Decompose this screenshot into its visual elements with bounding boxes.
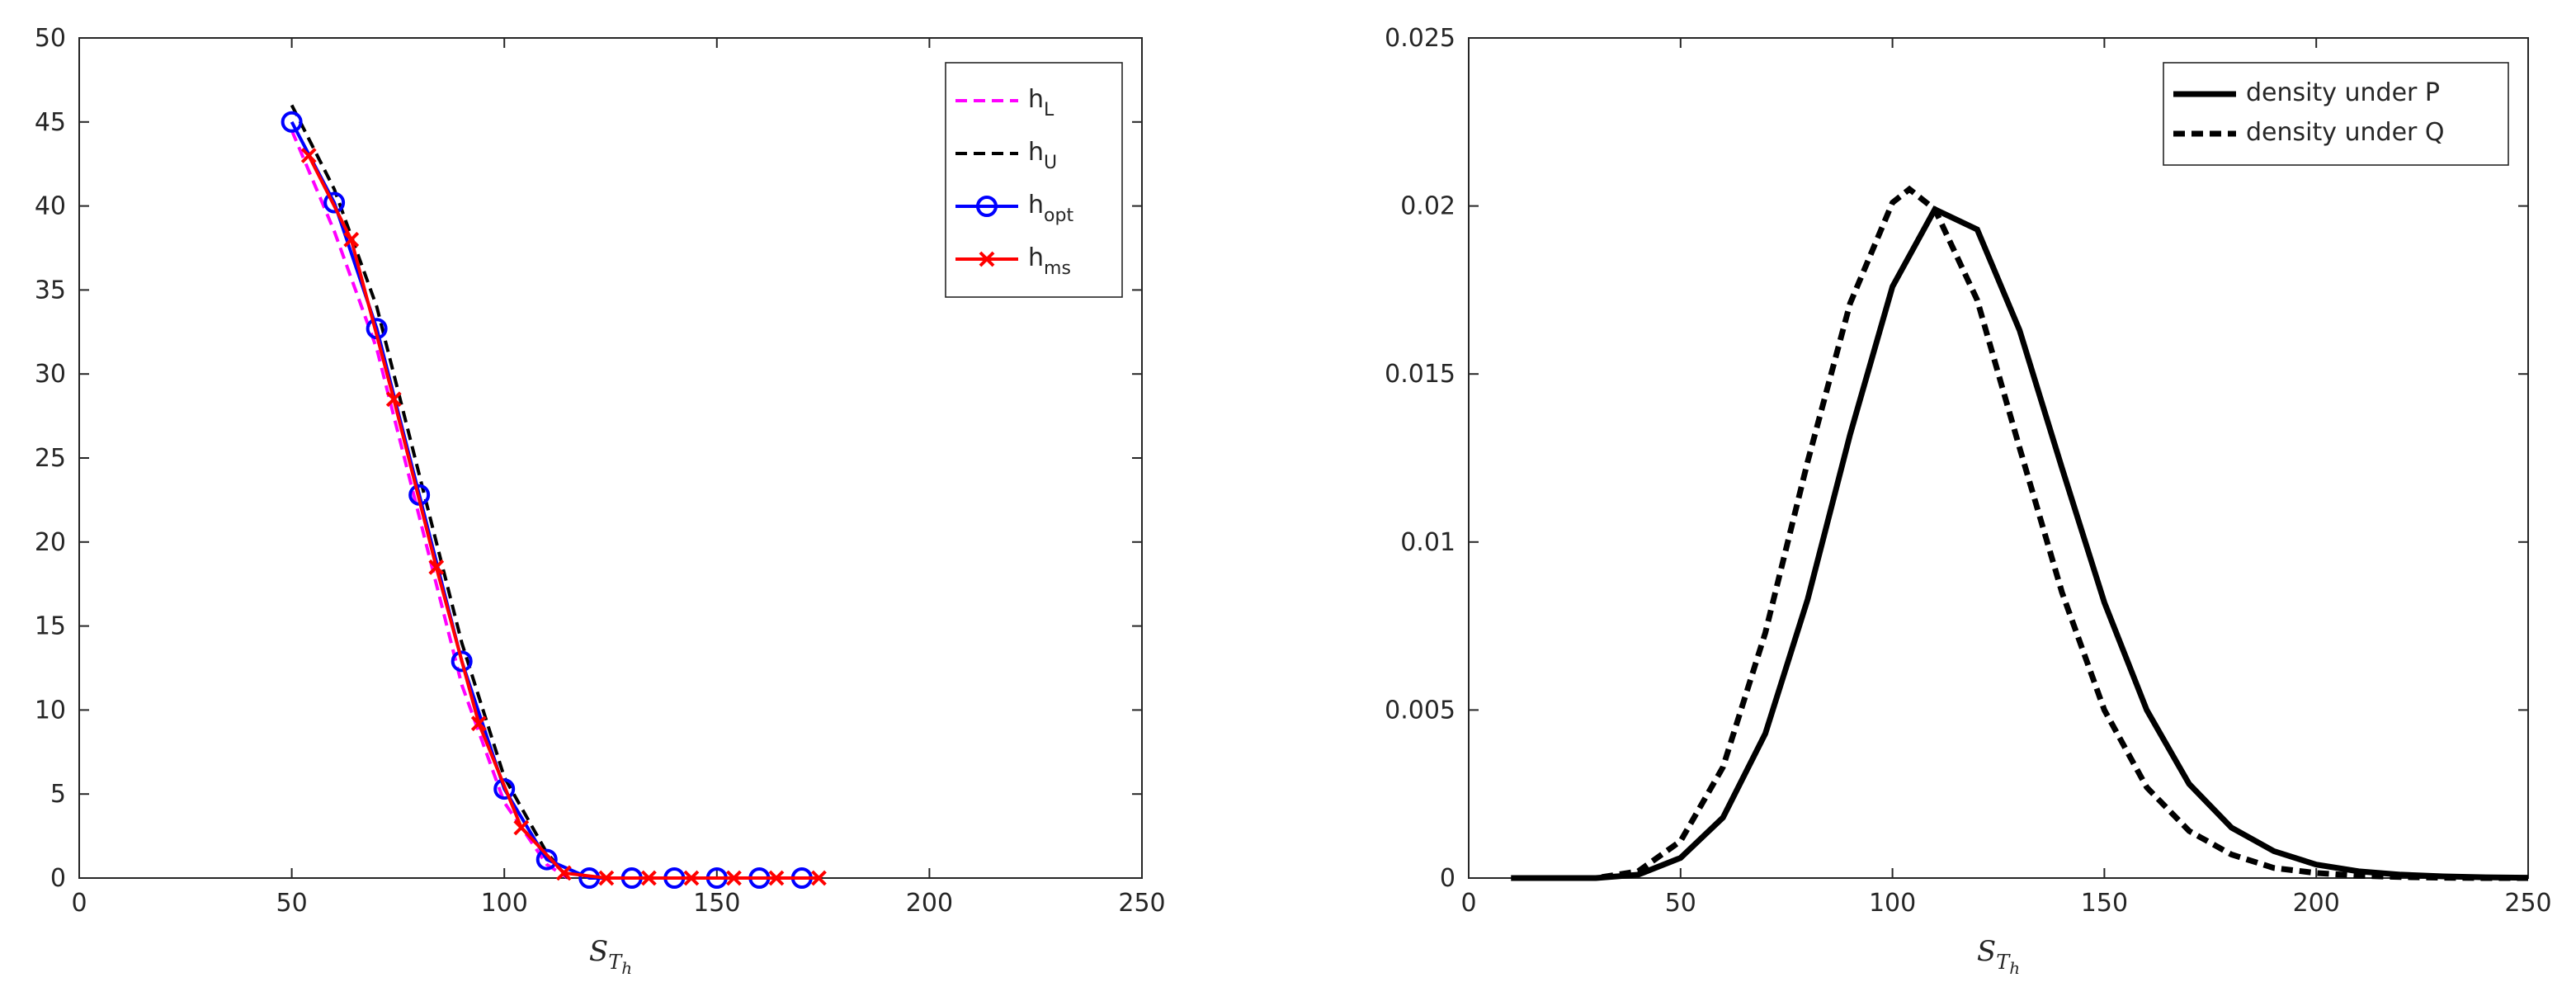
marker xyxy=(323,191,346,214)
y-tick-label: 40 xyxy=(35,192,66,221)
x-axis-label-sub: T xyxy=(608,951,623,974)
y-tick-label: 45 xyxy=(35,108,66,137)
marker xyxy=(513,819,530,836)
marker xyxy=(725,870,742,886)
legend-box xyxy=(2163,62,2509,166)
marker xyxy=(300,148,317,163)
y-tick-label: 0.025 xyxy=(1385,24,1455,53)
marker xyxy=(451,650,473,673)
legend-label: density under Q xyxy=(2246,118,2445,147)
x-tick-label: 100 xyxy=(1869,889,1916,918)
x-tick-label: 50 xyxy=(276,889,308,918)
x-tick-label: 50 xyxy=(1665,889,1696,918)
legend-label-sub: ms xyxy=(1044,258,1071,279)
x-axis-label: STh xyxy=(1977,935,2020,978)
marker xyxy=(640,870,657,886)
legend-label: hL xyxy=(1028,85,1054,120)
x-tick-label: 200 xyxy=(2293,889,2340,918)
y-tick-label: 20 xyxy=(35,528,66,557)
x-axis-label-subsub: h xyxy=(621,958,632,978)
legend-marker xyxy=(979,251,995,267)
x-axis-label-base: S xyxy=(1977,935,1996,968)
legend-label-name: density under Q xyxy=(2246,118,2445,147)
marker xyxy=(598,870,615,886)
legend-label-name: density under P xyxy=(2246,78,2440,107)
marker xyxy=(768,870,785,886)
marker xyxy=(683,870,700,886)
y-tick-label: 15 xyxy=(35,612,66,641)
marker xyxy=(281,111,303,133)
y-tick-label: 0.015 xyxy=(1385,360,1455,389)
legend-label-name: h xyxy=(1028,191,1044,220)
legend-marker xyxy=(976,196,998,217)
x-tick-label: 150 xyxy=(693,889,740,918)
marker xyxy=(493,778,516,800)
marker xyxy=(555,865,572,881)
x-axis-label-sub: T xyxy=(1996,951,2011,974)
y-tick-label: 0 xyxy=(50,864,66,893)
legend-label: density under P xyxy=(2246,78,2440,107)
chart: 0 50 100 150 200 250 0 0.005 0.01 0.015 0.02 0.025 S… xyxy=(1385,24,2552,978)
y-tick-label: 35 xyxy=(35,276,66,305)
legend-label: hms xyxy=(1028,243,1071,279)
marker xyxy=(428,559,445,575)
marker xyxy=(811,870,827,886)
x-tick-label: 250 xyxy=(1118,889,1165,918)
x-tick-label: 150 xyxy=(2081,889,2128,918)
legend-label-name: h xyxy=(1028,243,1044,272)
legend-label-sub: opt xyxy=(1044,205,1073,226)
y-tick-label: 10 xyxy=(35,696,66,725)
legend-label-name: h xyxy=(1028,138,1044,167)
y-tick-label: 25 xyxy=(35,444,66,473)
plot-area xyxy=(1468,37,2529,879)
x-tick-label: 0 xyxy=(1460,889,1476,918)
y-tick-label: 50 xyxy=(35,24,66,53)
y-tick-label: 0.005 xyxy=(1385,696,1455,725)
legend-label-name: h xyxy=(1028,85,1044,114)
legend-label: hopt xyxy=(1028,191,1073,226)
y-tick-label: 0.02 xyxy=(1400,192,1455,221)
x-axis-label: STh xyxy=(589,935,632,978)
x-axis-label-base: S xyxy=(589,935,608,968)
marker xyxy=(385,391,402,408)
series-line xyxy=(1511,205,2529,881)
x-tick-label: 100 xyxy=(481,889,528,918)
y-tick-label: 5 xyxy=(50,780,66,809)
x-tick-label: 200 xyxy=(906,889,953,918)
x-tick-label: 0 xyxy=(71,889,87,918)
y-tick-label: 0 xyxy=(1440,864,1455,893)
marker xyxy=(535,848,558,871)
legend-label-sub: L xyxy=(1044,100,1054,120)
chart: 0 50 100 150 200 25005101520253035404550SThhL… xyxy=(35,24,1166,978)
y-tick-label: 0.01 xyxy=(1400,528,1455,557)
x-tick-label: 250 xyxy=(2504,889,2551,918)
legend-label: hU xyxy=(1028,138,1057,173)
legend-label-sub: U xyxy=(1044,153,1057,173)
x-axis-label-subsub: h xyxy=(2009,958,2020,978)
marker xyxy=(343,231,360,248)
marker xyxy=(470,715,487,732)
y-tick-label: 30 xyxy=(35,360,66,389)
